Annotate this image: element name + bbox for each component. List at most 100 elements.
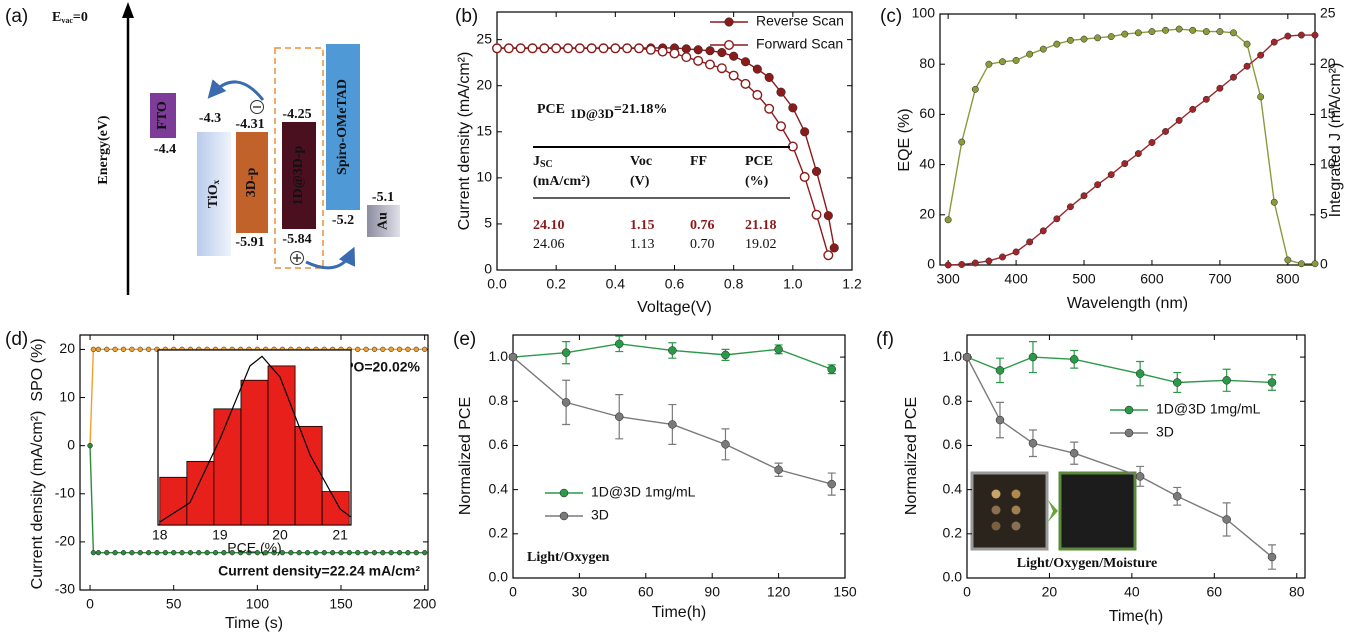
data-point (1222, 515, 1231, 524)
layer-box (282, 122, 316, 229)
data-point (776, 87, 786, 97)
data-point (1028, 352, 1038, 362)
data-point (1172, 378, 1182, 387)
data-point (304, 550, 311, 556)
data-point (503, 43, 514, 54)
data-point (1257, 51, 1265, 59)
table-header-unit: (%) (745, 174, 769, 189)
data-point (371, 550, 378, 556)
data-point (355, 346, 361, 352)
data-point (1028, 438, 1038, 448)
x-tick-label: 90 (704, 584, 720, 600)
data-point (539, 43, 550, 54)
data-point (120, 550, 127, 556)
table-cell: 19.02 (745, 237, 777, 252)
histogram-bar (267, 365, 296, 526)
data-point (363, 550, 369, 556)
legend-marker (724, 40, 735, 51)
data-point (221, 550, 227, 556)
y-tick-label: 5 (484, 215, 492, 231)
data-point (752, 89, 763, 100)
x-tick-label: 800 (1276, 271, 1300, 287)
energy-axis-arrow (122, 2, 134, 18)
table-cell: 1.15 (630, 218, 655, 233)
data-point (1230, 29, 1237, 37)
x-tick-label: 1.2 (842, 276, 862, 292)
table-header-name: J (533, 154, 540, 169)
data-point (823, 250, 834, 261)
data-point (204, 550, 210, 556)
energy-level: -5.1 (372, 190, 394, 205)
y-tick-label: 0.8 (943, 392, 963, 408)
x-axis-label: Time(h) (652, 604, 707, 621)
x-axis-label: Wavelength (nm) (1067, 295, 1188, 312)
data-point (371, 346, 378, 352)
data-point (1267, 552, 1277, 562)
data-point (355, 550, 361, 556)
device-photos (970, 471, 1137, 551)
data-point (380, 550, 386, 556)
x-tick-label: 0 (963, 584, 971, 600)
data-point (721, 440, 730, 449)
x-tick-label: 700 (1208, 271, 1232, 287)
data-point (1107, 33, 1115, 41)
data-point (776, 121, 787, 132)
data-point (598, 43, 609, 54)
layer-name-text: 3D-p (244, 168, 259, 198)
data-point (1069, 355, 1079, 364)
data-point (764, 72, 774, 82)
x-tick-label: 0.4 (606, 276, 626, 292)
vacuum-subscript: vac (61, 16, 73, 25)
y-axis-label: Current density (mA/cm²) (456, 52, 473, 231)
table-header-name: Voc (630, 154, 652, 169)
y-tick-label: 80 (919, 55, 935, 71)
x-tick-label: 50 (166, 596, 182, 612)
data-point (162, 550, 168, 556)
data-point (1026, 50, 1034, 58)
hole-icon (290, 251, 304, 265)
data-point (971, 259, 979, 267)
layer-name: 3D-p (244, 168, 259, 198)
layer-box (326, 44, 360, 210)
layer-name-text: FTO (155, 101, 170, 130)
y-tick-label: 0.6 (489, 436, 509, 452)
data-point (1066, 203, 1074, 211)
data-point (1243, 62, 1251, 70)
y2-tick-label: 5 (1320, 206, 1328, 222)
layer-box (150, 93, 176, 138)
data-point (788, 103, 798, 113)
legend-label: Forward Scan (756, 36, 843, 52)
series-line (966, 356, 1273, 558)
legend-label: 1D@3D 1mg/mL (591, 484, 696, 500)
data-point (1039, 227, 1047, 235)
y-tick-label: -20 (55, 533, 75, 549)
data-point (1094, 34, 1102, 42)
data-point (622, 43, 633, 54)
data-point (811, 166, 822, 176)
data-point (321, 550, 327, 556)
y-tick-label: 1.0 (943, 348, 963, 364)
data-point (413, 346, 419, 352)
data-point (279, 550, 286, 556)
table-header: JSC (533, 154, 553, 170)
plot-frame (939, 13, 1316, 266)
histogram-bar (159, 476, 188, 526)
data-point (985, 257, 993, 265)
layer-name-text: Au (376, 212, 391, 230)
data-point (1162, 128, 1169, 135)
data-point (129, 346, 135, 352)
table-header-name: PCE (745, 154, 773, 169)
data-point (137, 550, 143, 556)
annotation-subscript: 1D@3D (570, 106, 614, 121)
y-tick-label: 0.8 (489, 392, 509, 408)
histogram-bar (186, 460, 215, 526)
layer-name-text: 1D@3D-p (291, 145, 306, 205)
x-tick-label: 18 (152, 527, 168, 543)
legend-label: 3D (591, 507, 609, 523)
panel-label: (d) (5, 329, 28, 350)
data-point (120, 346, 127, 352)
data-point (1121, 30, 1129, 38)
x-tick-label: 20 (272, 527, 288, 543)
series-line (947, 28, 1315, 265)
annotation-text: PCE (537, 102, 565, 117)
